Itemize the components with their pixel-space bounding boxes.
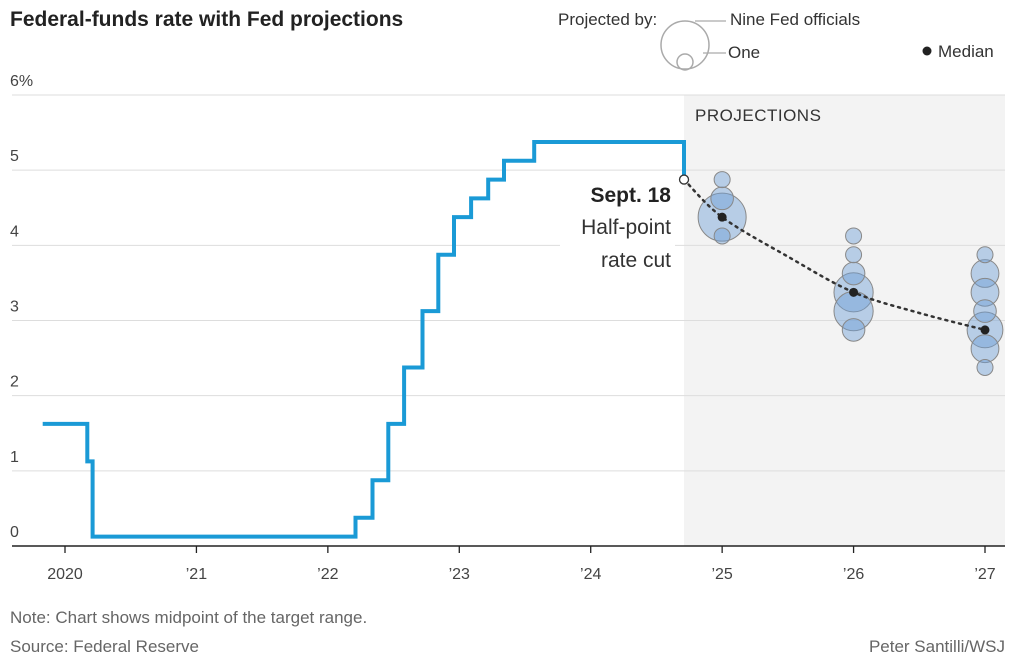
x-tick-label: ’25 [711, 566, 732, 583]
x-axis: 2020 ’21 ’22 ’23 ’24 ’25 ’26 ’27 [12, 545, 1005, 583]
x-tick-label: ’21 [186, 566, 207, 583]
y-tick-label: 2 [10, 374, 19, 391]
legend-median-dot [922, 46, 932, 56]
y-tick-label: 3 [10, 299, 19, 316]
median-dot [849, 287, 859, 297]
legend-nine-circle [660, 20, 710, 70]
footer-source: Source: Federal Reserve [10, 637, 199, 656]
x-tick-label: ’27 [974, 566, 995, 583]
projection-bubble [973, 299, 997, 323]
projection-bubble [970, 277, 1000, 307]
median-dot [717, 212, 727, 222]
median-dot [980, 325, 990, 335]
projection-bubble [976, 358, 994, 376]
legend-one-label: One [728, 43, 760, 62]
projection-bubble [713, 171, 731, 189]
x-tick-label: ’24 [580, 566, 601, 583]
rate-line [42, 140, 686, 539]
y-axis: 0 1 2 3 4 5 6% [10, 73, 33, 541]
annotation-line2: rate cut [601, 249, 671, 272]
legend-median-label: Median [938, 42, 994, 61]
cut-marker [678, 174, 690, 185]
projection-bubble [845, 227, 863, 245]
grid [12, 94, 1005, 472]
legend-nine-label: Nine Fed officials [730, 10, 860, 29]
x-tick-label: ’26 [843, 566, 864, 583]
y-tick-label: 5 [10, 148, 19, 165]
legend: Projected by: Nine Fed officials One Med… [558, 10, 994, 71]
footer-note: Note: Chart shows midpoint of the target… [10, 608, 367, 627]
projection-bubble [841, 318, 866, 342]
median-path [682, 178, 987, 332]
projection-bubble [976, 246, 994, 264]
projection-bubble [970, 334, 1000, 364]
y-tick-label: 1 [10, 449, 19, 466]
legend-one-circle [676, 53, 694, 71]
x-tick-label: ’23 [449, 566, 470, 583]
annotation-backdrop [560, 176, 675, 276]
x-tick-label: ’22 [317, 566, 338, 583]
footer-credit: Peter Santilli/WSJ [869, 637, 1005, 656]
x-tick-label: 2020 [47, 566, 83, 583]
projection-bubble [841, 261, 866, 286]
annotation-title: Sept. 18 [590, 184, 671, 207]
projection-bubble [845, 246, 863, 264]
annotation: Sept. 18 Half-point rate cut [560, 176, 675, 276]
annotation-line1: Half-point [581, 216, 671, 239]
projection-label: PROJECTIONS [695, 106, 821, 125]
y-tick-label: 6% [10, 73, 33, 90]
chart-title: Federal-funds rate with Fed projections [10, 8, 403, 31]
projection-bubble [713, 227, 731, 245]
y-tick-label: 0 [10, 524, 19, 541]
legend-heading: Projected by: [558, 10, 657, 29]
median-dots [717, 212, 990, 335]
projection-bubble [710, 186, 734, 211]
dot-plot [697, 171, 1004, 376]
y-tick-label: 4 [10, 223, 19, 240]
